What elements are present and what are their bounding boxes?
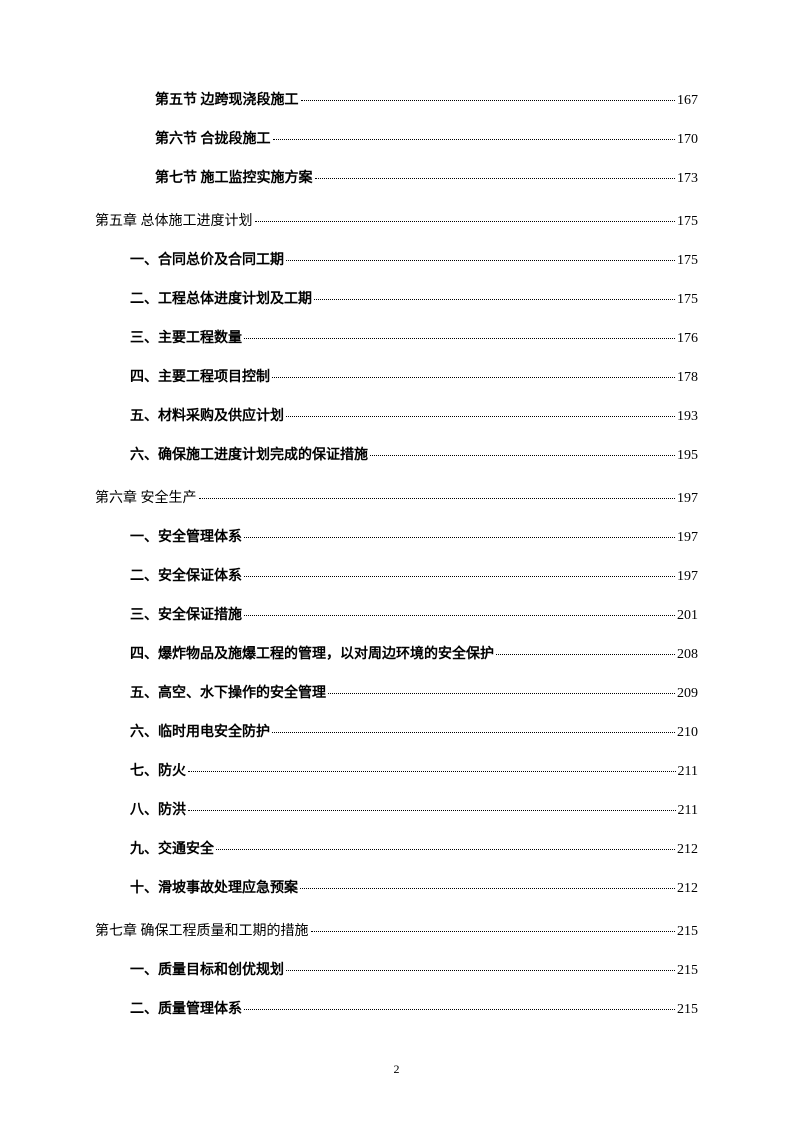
toc-label: 八、防洪	[130, 800, 186, 821]
toc-dots	[272, 732, 675, 733]
toc-label: 六、临时用电安全防护	[130, 722, 270, 743]
toc-page: 212	[677, 878, 698, 899]
toc-label: 十、滑坡事故处理应急预案	[130, 878, 298, 899]
toc-label: 六、确保施工进度计划完成的保证措施	[130, 445, 368, 466]
toc-page: 173	[677, 168, 698, 189]
toc-entry: 第六章 安全生产 197	[95, 488, 698, 509]
toc-dots	[311, 931, 676, 932]
toc-label: 三、主要工程数量	[130, 328, 242, 349]
toc-entry: 七、防火 211	[95, 761, 698, 782]
toc-dots	[272, 377, 675, 378]
toc-label: 五、材料采购及供应计划	[130, 406, 284, 427]
toc-dots	[286, 970, 675, 971]
toc-dots	[255, 221, 676, 222]
toc-page: 215	[677, 960, 698, 981]
toc-entry: 二、质量管理体系 215	[95, 999, 698, 1020]
toc-label: 第五章 总体施工进度计划	[95, 211, 253, 232]
toc-page: 178	[677, 367, 698, 388]
toc-label: 第七章 确保工程质量和工期的措施	[95, 921, 309, 942]
toc-dots	[300, 888, 675, 889]
toc-label: 第七节 施工监控实施方案	[155, 168, 313, 189]
toc-page: 175	[677, 289, 698, 310]
toc-page: 197	[677, 488, 698, 509]
toc-page: 175	[677, 250, 698, 271]
page-number: 2	[0, 1062, 793, 1077]
toc-page: 197	[677, 527, 698, 548]
toc-dots	[286, 416, 675, 417]
toc-page: 211	[678, 800, 698, 821]
toc-dots	[244, 338, 675, 339]
toc-page: 195	[677, 445, 698, 466]
toc-label: 二、安全保证体系	[130, 566, 242, 587]
toc-label: 一、质量目标和创优规划	[130, 960, 284, 981]
toc-entry: 六、确保施工进度计划完成的保证措施 195	[95, 445, 698, 466]
toc-label: 二、工程总体进度计划及工期	[130, 289, 312, 310]
toc-page: 201	[677, 605, 698, 626]
toc-entry: 九、交通安全 212	[95, 839, 698, 860]
toc-label: 一、安全管理体系	[130, 527, 242, 548]
toc-entry: 八、防洪 211	[95, 800, 698, 821]
toc-entry: 第五节 边跨现浇段施工 167	[95, 90, 698, 111]
toc-dots	[244, 537, 675, 538]
toc-entry: 六、临时用电安全防护 210	[95, 722, 698, 743]
toc-dots	[370, 455, 675, 456]
toc-page: 212	[677, 839, 698, 860]
toc-entry: 第五章 总体施工进度计划 175	[95, 211, 698, 232]
toc-label: 四、爆炸物品及施爆工程的管理，以对周边环境的安全保护	[130, 644, 494, 665]
toc-entry: 第七章 确保工程质量和工期的措施 215	[95, 921, 698, 942]
toc-entry: 二、工程总体进度计划及工期 175	[95, 289, 698, 310]
toc-dots	[216, 849, 675, 850]
toc-dots	[188, 810, 676, 811]
toc-page: 215	[677, 921, 698, 942]
toc-dots	[244, 1009, 675, 1010]
toc-page: 175	[677, 211, 698, 232]
toc-page: 211	[678, 761, 698, 782]
toc-label: 七、防火	[130, 761, 186, 782]
toc-container: 第五节 边跨现浇段施工 167 第六节 合拢段施工 170 第七节 施工监控实施方案 17…	[95, 90, 698, 1020]
toc-page: 209	[677, 683, 698, 704]
toc-entry: 第六节 合拢段施工 170	[95, 129, 698, 150]
toc-dots	[315, 178, 676, 179]
toc-entry: 四、爆炸物品及施爆工程的管理，以对周边环境的安全保护 208	[95, 644, 698, 665]
toc-entry: 十、滑坡事故处理应急预案 212	[95, 878, 698, 899]
toc-page: 167	[677, 90, 698, 111]
toc-dots	[496, 654, 675, 655]
toc-label: 第六节 合拢段施工	[155, 129, 271, 150]
toc-label: 第五节 边跨现浇段施工	[155, 90, 299, 111]
toc-dots	[188, 771, 676, 772]
toc-dots	[244, 615, 675, 616]
toc-entry: 第七节 施工监控实施方案 173	[95, 168, 698, 189]
toc-dots	[301, 100, 676, 101]
toc-label: 一、合同总价及合同工期	[130, 250, 284, 271]
toc-page: 170	[677, 129, 698, 150]
toc-page: 193	[677, 406, 698, 427]
toc-entry: 三、安全保证措施 201	[95, 605, 698, 626]
toc-dots	[328, 693, 675, 694]
toc-entry: 三、主要工程数量 176	[95, 328, 698, 349]
toc-label: 九、交通安全	[130, 839, 214, 860]
toc-entry: 一、合同总价及合同工期 175	[95, 250, 698, 271]
toc-entry: 五、高空、水下操作的安全管理 209	[95, 683, 698, 704]
toc-page: 208	[677, 644, 698, 665]
toc-entry: 一、质量目标和创优规划 215	[95, 960, 698, 981]
toc-dots	[314, 299, 675, 300]
toc-page: 197	[677, 566, 698, 587]
toc-label: 二、质量管理体系	[130, 999, 242, 1020]
toc-page: 215	[677, 999, 698, 1020]
toc-page: 210	[677, 722, 698, 743]
toc-label: 第六章 安全生产	[95, 488, 197, 509]
toc-dots	[286, 260, 675, 261]
toc-label: 三、安全保证措施	[130, 605, 242, 626]
toc-entry: 一、安全管理体系 197	[95, 527, 698, 548]
toc-entry: 二、安全保证体系 197	[95, 566, 698, 587]
toc-label: 四、主要工程项目控制	[130, 367, 270, 388]
toc-entry: 四、主要工程项目控制 178	[95, 367, 698, 388]
toc-entry: 五、材料采购及供应计划 193	[95, 406, 698, 427]
toc-dots	[199, 498, 676, 499]
toc-page: 176	[677, 328, 698, 349]
toc-dots	[273, 139, 676, 140]
toc-dots	[244, 576, 675, 577]
toc-label: 五、高空、水下操作的安全管理	[130, 683, 326, 704]
